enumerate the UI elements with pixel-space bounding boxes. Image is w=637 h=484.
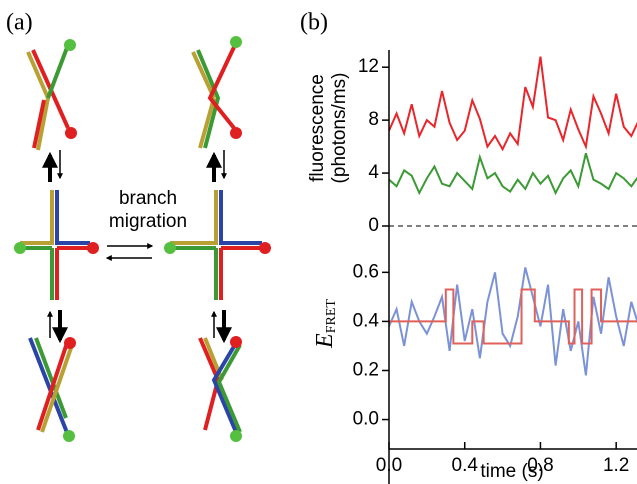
data-line: [389, 267, 637, 376]
y-tick-label: 8: [368, 109, 379, 130]
x-tick-label: 1.2: [603, 455, 629, 476]
panel-label: (a): [6, 10, 33, 36]
y-tick-label: 12: [358, 56, 379, 77]
y-axis-label: (photons/ms): [329, 73, 350, 184]
x-axis-label: time (s): [480, 461, 543, 482]
y-tick-label: 0.4: [353, 310, 380, 331]
y-axis-label: fluorescence: [307, 74, 328, 182]
y-tick-label: 0.6: [353, 261, 379, 282]
y-tick-label: 0.0: [353, 409, 379, 430]
diagram-label: branch: [119, 188, 177, 209]
junction-x: [26, 39, 77, 151]
y-tick-label: 0: [368, 215, 379, 236]
x-tick-label: 0.8: [527, 455, 553, 476]
y-axis-label-sub: FRET: [324, 299, 339, 334]
junction-x: [198, 336, 242, 442]
diagram: [14, 36, 271, 442]
y-tick-label: 0.2: [353, 360, 379, 381]
junction-four-way: [164, 190, 271, 300]
junction-x: [28, 337, 76, 442]
data-line: [389, 288, 637, 345]
arrows: [42, 150, 232, 344]
diagram-label: migration: [109, 211, 187, 232]
data-line: [389, 56, 637, 152]
y-axis-label: EFRET: [312, 299, 340, 349]
junction-x: [191, 36, 242, 149]
x-tick-label: 0.4: [452, 455, 479, 476]
data-line: [389, 152, 637, 196]
panel-label: (b): [300, 10, 328, 36]
y-tick-label: 4: [368, 162, 379, 183]
y-axis-label-main: E: [312, 333, 338, 349]
junction-four-way: [14, 190, 99, 300]
